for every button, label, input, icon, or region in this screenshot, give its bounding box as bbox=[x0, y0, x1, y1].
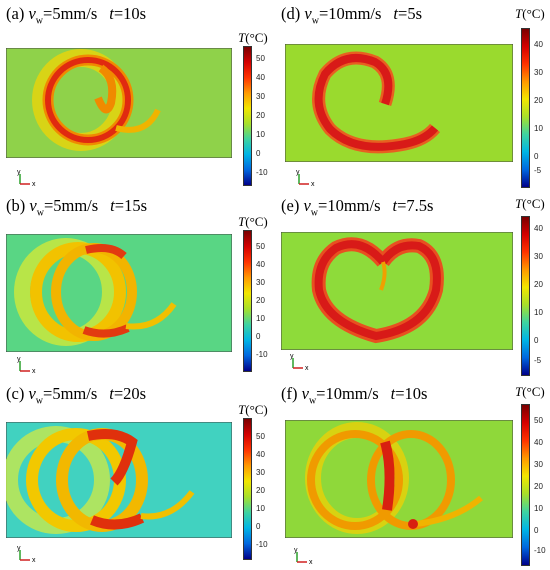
temperature-field-plot bbox=[285, 420, 513, 538]
axes-triad: y x bbox=[294, 547, 313, 566]
axes-triad: y x bbox=[17, 356, 36, 375]
colorbar bbox=[521, 216, 530, 376]
colorbar-title: T(°C) bbox=[238, 402, 268, 417]
axes-triad: y x bbox=[17, 169, 36, 188]
x-axis-label: x bbox=[311, 181, 315, 188]
axes-triad: y x bbox=[17, 545, 36, 564]
colorbar bbox=[243, 230, 252, 372]
colorbar-tick: -5 bbox=[534, 356, 542, 365]
temperature-field-plot bbox=[6, 234, 232, 352]
x-axis-label: x bbox=[32, 368, 36, 375]
colorbar-tick: 10 bbox=[534, 124, 543, 133]
colorbar-tick: 40 bbox=[534, 438, 543, 447]
panel-title: (c) vw=5mm/s t=20s bbox=[6, 384, 147, 407]
colorbar-tick: 0 bbox=[256, 149, 261, 158]
panel-b: (b) vw=5mm/s t=15s T(°C) 50 40 30 20 10 0… bbox=[0, 192, 275, 382]
x-axis-label: x bbox=[32, 557, 36, 564]
colorbar-tick: 50 bbox=[256, 242, 265, 251]
panel-title: (a) vw=5mm/s t=10s bbox=[6, 4, 147, 27]
colorbar-tick: 40 bbox=[534, 40, 543, 49]
colorbar-tick: 40 bbox=[256, 260, 265, 269]
colorbar-tick: 0 bbox=[534, 336, 539, 345]
colorbar-tick: 50 bbox=[256, 54, 265, 63]
colorbar-tick: 40 bbox=[534, 224, 543, 233]
colorbar-tick: -10 bbox=[256, 168, 268, 177]
colorbar-tick: 30 bbox=[256, 468, 265, 477]
colorbar-tick: 30 bbox=[256, 278, 265, 287]
colorbar-tick: 0 bbox=[256, 522, 261, 531]
colorbar-title: T(°C) bbox=[515, 384, 545, 399]
panel-c: (c) vw=5mm/s t=20s T(°C) 50 40 30 20 10 0… bbox=[0, 380, 275, 570]
colorbar-tick: 50 bbox=[534, 416, 543, 425]
panel-e: (e) vw=10mm/s t=7.5s T(°C) 40 30 20 10 0 … bbox=[275, 192, 550, 382]
colorbar-tick: 40 bbox=[256, 450, 265, 459]
panel-f: (f) vw=10mm/s t=10s T(°C) 50 40 30 20 10 … bbox=[275, 380, 550, 570]
colorbar-tick: 10 bbox=[534, 504, 543, 513]
panel-a: (a) vw=5mm/s t=10s T(°C) 50 40 30 20 10 0… bbox=[0, 0, 275, 190]
y-axis-label: y bbox=[294, 547, 298, 554]
colorbar-tick: 10 bbox=[534, 308, 543, 317]
colorbar-tick: -5 bbox=[534, 166, 542, 175]
y-axis-label: y bbox=[290, 353, 294, 360]
colorbar-tick: 50 bbox=[256, 432, 265, 441]
panel-title: (d) vw=10mm/s t=5s bbox=[281, 4, 422, 27]
colorbar bbox=[243, 46, 252, 186]
y-axis-label: y bbox=[17, 356, 21, 363]
colorbar-tick: 20 bbox=[256, 111, 265, 120]
temperature-field-plot bbox=[285, 44, 513, 162]
colorbar-tick: 0 bbox=[256, 332, 261, 341]
colorbar-tick: 30 bbox=[534, 68, 543, 77]
colorbar-title: T(°C) bbox=[238, 214, 268, 229]
axes-triad: y x bbox=[290, 353, 309, 372]
colorbar-title: T(°C) bbox=[515, 196, 545, 211]
colorbar bbox=[243, 418, 252, 560]
colorbar-tick: -10 bbox=[534, 546, 546, 555]
colorbar-title: T(°C) bbox=[515, 6, 545, 21]
colorbar bbox=[521, 28, 530, 188]
colorbar-tick: 20 bbox=[534, 482, 543, 491]
temperature-field-plot bbox=[6, 48, 232, 158]
colorbar-tick: 30 bbox=[256, 92, 265, 101]
panel-title: (b) vw=5mm/s t=15s bbox=[6, 196, 147, 219]
colorbar-tick: 10 bbox=[256, 504, 265, 513]
panel-d: (d) vw=10mm/s t=5s T(°C) 40 30 20 10 0 -5… bbox=[275, 0, 550, 190]
axes-triad: y x bbox=[296, 169, 315, 188]
colorbar-tick: 20 bbox=[534, 96, 543, 105]
colorbar-tick: 30 bbox=[534, 252, 543, 261]
colorbar-tick: 20 bbox=[534, 280, 543, 289]
colorbar-tick: 10 bbox=[256, 130, 265, 139]
colorbar bbox=[521, 404, 530, 566]
temperature-field-plot bbox=[6, 422, 232, 538]
colorbar-title: T(°C) bbox=[238, 30, 268, 45]
panel-title: (e) vw=10mm/s t=7.5s bbox=[281, 196, 434, 219]
colorbar-tick: 0 bbox=[534, 152, 539, 161]
y-axis-label: y bbox=[17, 545, 21, 552]
colorbar-tick: 20 bbox=[256, 296, 265, 305]
colorbar-tick: -10 bbox=[256, 350, 268, 359]
x-axis-label: x bbox=[305, 365, 309, 372]
y-axis-label: y bbox=[17, 169, 21, 176]
colorbar-tick: 30 bbox=[534, 460, 543, 469]
panel-title: (f) vw=10mm/s t=10s bbox=[281, 384, 428, 407]
temperature-field-plot bbox=[281, 232, 513, 350]
colorbar-tick: -10 bbox=[256, 540, 268, 549]
colorbar-tick: 0 bbox=[534, 526, 539, 535]
colorbar-tick: 20 bbox=[256, 486, 265, 495]
x-axis-label: x bbox=[32, 181, 36, 188]
y-axis-label: y bbox=[296, 169, 300, 176]
x-axis-label: x bbox=[309, 559, 313, 566]
colorbar-tick: 10 bbox=[256, 314, 265, 323]
colorbar-tick: 40 bbox=[256, 73, 265, 82]
